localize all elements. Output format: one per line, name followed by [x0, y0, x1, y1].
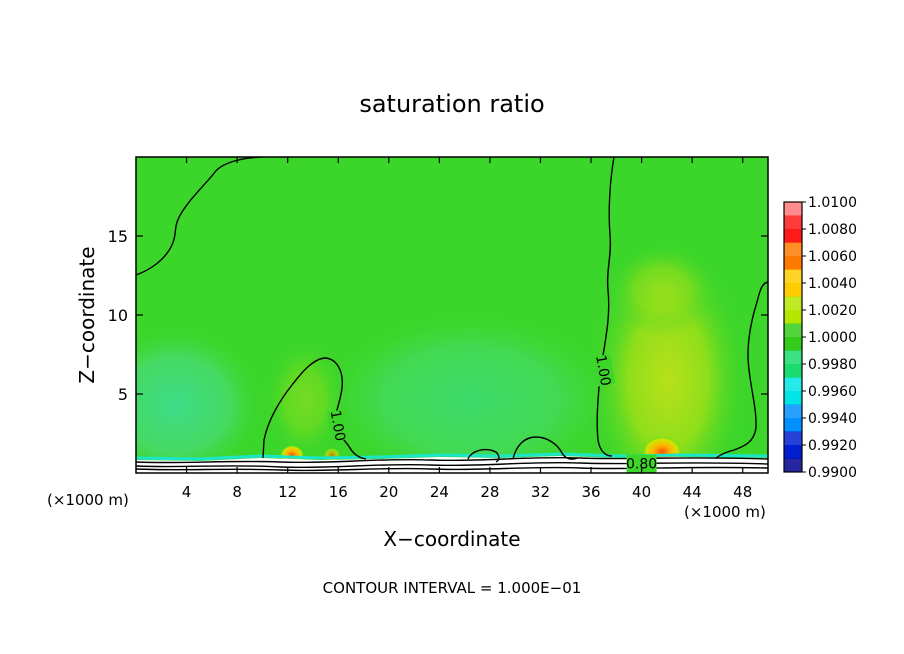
x-tick-label: 28	[480, 483, 499, 501]
colorbar-swatch	[784, 337, 802, 351]
contour-1-00-right-edge	[715, 281, 768, 459]
colorbar-swatch	[784, 256, 802, 270]
dry-patch-left	[136, 325, 265, 473]
contour-1-00-small-2	[512, 436, 579, 460]
colorbar: 1.0100 1.0080 1.0060 1.0040 1.0020 1.0000 0.99…	[783, 195, 857, 481]
x-tick-label: 8	[232, 483, 242, 501]
x-tick-label: 40	[632, 483, 651, 501]
colorbar-label: 1.0020	[808, 303, 857, 319]
contour-label-bg	[592, 353, 616, 387]
colorbar-swatch	[784, 350, 802, 365]
contour-1-00-cell	[262, 357, 367, 460]
colorbar-swatch	[784, 242, 802, 257]
colorbar-swatch	[784, 229, 802, 243]
colorbar-label: 1.0080	[808, 222, 857, 238]
colorbar-label: 1.0060	[808, 249, 857, 265]
colorbar-swatch	[784, 364, 802, 378]
x-tick-label: 20	[379, 483, 398, 501]
y-tick-label: 5	[118, 385, 128, 404]
x-tick-label: 48	[733, 483, 752, 501]
contour-label: 0.80	[626, 457, 657, 473]
x-tick-label: 12	[278, 483, 297, 501]
x-axis-unit-right: (×1000 m)	[684, 503, 766, 521]
contour-label-layer: 1.00 1.00 0.80	[326, 353, 657, 473]
colorbar-swatch	[784, 445, 802, 459]
colorbar-swatch	[784, 323, 802, 338]
y-tick-label: 15	[108, 227, 128, 246]
contour-1-00-top-left	[136, 157, 263, 276]
contour-label-bg	[626, 454, 657, 473]
moist-cell-left	[265, 340, 345, 460]
colorbar-swatch	[784, 391, 802, 405]
colorbar-swatch	[784, 431, 802, 446]
x-tick-label: 16	[329, 483, 348, 501]
y-axis: 5 10 15	[108, 227, 768, 404]
colorbar-swatch	[784, 269, 802, 284]
x-tick-label: 24	[430, 483, 449, 501]
colorbar-swatch	[784, 377, 802, 392]
colorbar-label: 1.0100	[808, 195, 857, 211]
x-axis-label: X−coordinate	[383, 527, 520, 551]
x-tick-label: 36	[581, 483, 600, 501]
colorbar-swatch	[784, 296, 802, 311]
chart-title: saturation ratio	[359, 90, 544, 118]
y-axis-label: Z−coordinate	[75, 246, 99, 383]
plot-area: 1.00 1.00 0.80	[136, 157, 768, 473]
colorbar-label: 0.9980	[808, 357, 857, 373]
colorbar-label: 0.9940	[808, 411, 857, 427]
x-tick-label: 32	[531, 483, 550, 501]
colorbar-swatch	[784, 310, 802, 324]
x-axis-unit-left: (×1000 m)	[47, 491, 129, 509]
moist-column-right-top	[607, 245, 717, 335]
x-tick-label: 44	[683, 483, 702, 501]
contour-interval-note: CONTOUR INTERVAL = 1.000E−01	[323, 579, 582, 597]
colorbar-swatch	[784, 283, 802, 297]
y-tick-label: 10	[108, 306, 128, 325]
colorbar-swatch	[784, 458, 802, 473]
colorbar-label: 1.0000	[808, 330, 857, 346]
colorbar-swatch	[784, 215, 802, 230]
contour-label: 1.00	[592, 354, 613, 387]
dry-patch-center	[320, 310, 620, 473]
colorbar-swatch	[784, 404, 802, 419]
colorbar-label: 1.0040	[808, 276, 857, 292]
colorbar-label: 0.9960	[808, 384, 857, 400]
x-axis: 4 8 12 16 20 24 28 32 36 40 44 48	[182, 157, 752, 501]
colorbar-swatch	[784, 202, 802, 216]
x-tick-label: 4	[182, 483, 192, 501]
contour-label: 1.00	[327, 409, 348, 442]
contour-label-bg	[326, 409, 350, 442]
colorbar-swatch	[784, 418, 802, 432]
colorbar-label: 0.9920	[808, 438, 857, 454]
colorbar-label: 0.9900	[808, 465, 857, 481]
contour-1-00-right-column	[596, 157, 615, 457]
